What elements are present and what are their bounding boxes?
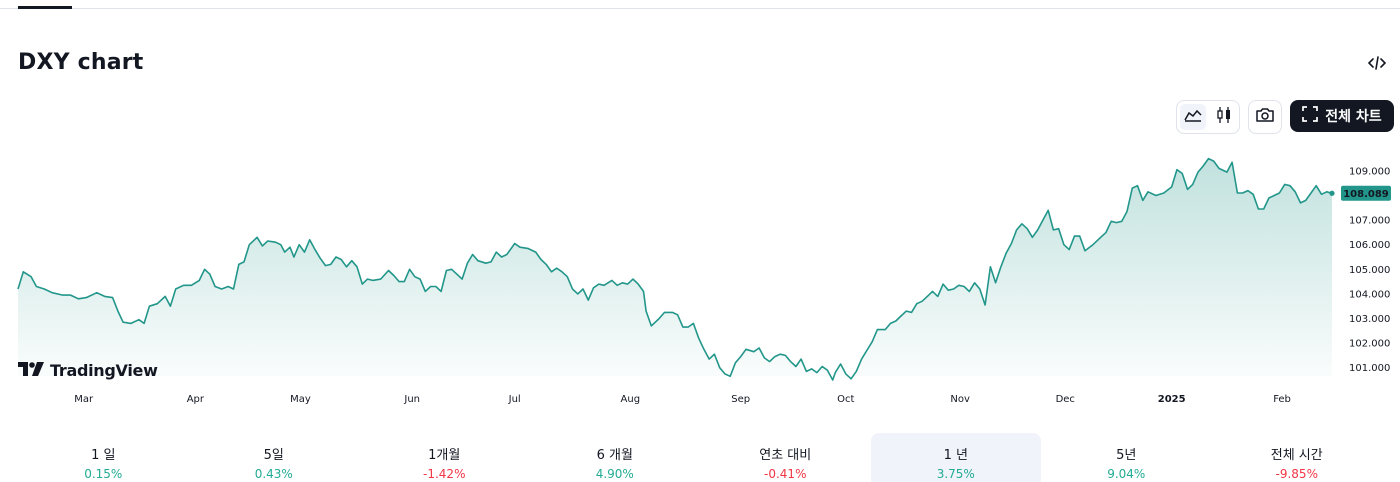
period-change: 0.15% <box>84 467 123 481</box>
period-selector: 1 일 0.15% 5일 0.43% 1개월 -1.42% 6 개월 4.90% 연초 대비 -0… <box>18 433 1382 482</box>
x-tick-label: Nov <box>950 394 970 405</box>
x-tick-label: Sep <box>731 394 750 405</box>
code-icon <box>1367 56 1387 74</box>
full-chart-button[interactable]: 전체 차트 <box>1290 100 1394 132</box>
period-label: 5년 <box>1116 448 1137 463</box>
period-label: 5일 <box>263 448 284 463</box>
period-label: 1 년 <box>943 448 968 463</box>
y-tick-label: 103.000 <box>1349 314 1390 325</box>
x-axis: Mar Apr May Jun Jul Aug Sep Oct Nov Dec 2025 Feb <box>74 394 1291 405</box>
top-divider <box>0 8 1400 9</box>
last-price-tag: 108.089 <box>1329 185 1391 201</box>
period-label: 전체 시간 <box>1270 448 1323 463</box>
y-tick-label: 101.000 <box>1349 363 1390 374</box>
price-area-fill <box>18 158 1332 380</box>
period-tab[interactable]: 6 개월 4.90% <box>530 433 701 482</box>
period-tab[interactable]: 전체 시간 -9.85% <box>1212 433 1383 482</box>
period-change: -9.85% <box>1275 467 1318 481</box>
last-price-dot <box>1329 190 1335 196</box>
area-chart-button[interactable] <box>1179 104 1206 130</box>
period-change: -0.41% <box>764 467 807 481</box>
x-tick-label: Jul <box>508 394 521 405</box>
period-label: 1 일 <box>91 448 116 463</box>
x-tick-label: Oct <box>837 394 854 405</box>
tradingview-logo-icon <box>18 361 44 380</box>
period-tab[interactable]: 1개월 -1.42% <box>359 433 530 482</box>
x-tick-label: 2025 <box>1158 394 1186 405</box>
x-tick-label: Dec <box>1056 394 1075 405</box>
brand-name: TradingView <box>50 361 158 380</box>
period-label: 1개월 <box>428 448 461 463</box>
y-tick-label: 106.000 <box>1349 240 1390 251</box>
active-tab-indicator <box>18 6 72 9</box>
period-change: 3.75% <box>936 467 975 481</box>
y-tick-label: 109.000 <box>1349 166 1390 177</box>
embed-code-button[interactable] <box>1366 54 1388 76</box>
period-tab[interactable]: 5일 0.43% <box>189 433 360 482</box>
x-tick-label: Feb <box>1273 394 1291 405</box>
last-price-label: 108.089 <box>1343 189 1389 200</box>
period-tab[interactable]: 1 년 3.75% <box>870 433 1041 482</box>
snapshot-button[interactable] <box>1248 100 1282 134</box>
candlestick-icon <box>1215 106 1233 128</box>
fullscreen-icon <box>1302 106 1319 126</box>
period-change: 4.90% <box>595 467 634 481</box>
x-tick-label: Mar <box>74 394 94 405</box>
x-tick-label: May <box>290 394 311 405</box>
price-chart[interactable]: 109.000108.000107.000106.000105.000104.0… <box>0 140 1400 410</box>
tradingview-logo[interactable]: TradingView <box>18 361 158 380</box>
y-tick-label: 102.000 <box>1349 339 1390 350</box>
y-tick-label: 105.000 <box>1349 265 1390 276</box>
price-line <box>17 157 1333 381</box>
period-label: 연초 대비 <box>759 448 812 463</box>
period-tab[interactable]: 연초 대비 -0.41% <box>700 433 871 482</box>
page-title: DXY chart <box>18 50 144 75</box>
y-tick-label: 107.000 <box>1349 216 1390 227</box>
x-tick-label: Jun <box>403 394 420 405</box>
period-change: -1.42% <box>423 467 466 481</box>
candlestick-chart-button[interactable] <box>1211 104 1237 130</box>
period-tab[interactable]: 1 일 0.15% <box>18 433 189 482</box>
period-change: 0.43% <box>254 467 293 481</box>
area-chart-icon <box>1183 107 1203 127</box>
full-chart-label: 전체 차트 <box>1325 109 1382 125</box>
chart-style-toggle <box>1176 100 1240 134</box>
x-tick-label: Aug <box>621 394 641 405</box>
y-tick-label: 104.000 <box>1349 289 1390 300</box>
x-tick-label: Apr <box>187 394 205 405</box>
period-tab[interactable]: 5년 9.04% <box>1041 433 1212 482</box>
last-price-badge <box>1341 185 1391 201</box>
camera-icon <box>1255 107 1275 127</box>
period-change: 9.04% <box>1107 467 1146 481</box>
period-label: 6 개월 <box>596 448 633 463</box>
